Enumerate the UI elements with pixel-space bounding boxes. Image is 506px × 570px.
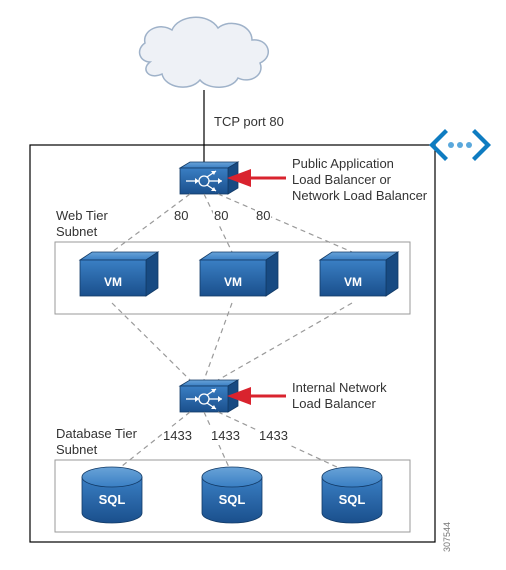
- port-1433-label-1: 1433: [162, 428, 193, 445]
- internal-lb-label-1: Internal Network: [292, 380, 387, 397]
- port-80-label-1: 80: [173, 208, 189, 225]
- sql-label: SQL: [99, 492, 126, 507]
- cloud-icon: [140, 17, 269, 87]
- public-lb-label-3: Network Load Balancer: [292, 188, 427, 205]
- db-tier-label-2: Subnet: [56, 442, 97, 459]
- sql-2: SQL: [202, 467, 262, 523]
- port-1433-label-3: 1433: [258, 428, 289, 445]
- internal-load-balancer: [180, 380, 238, 412]
- port-80-label-2: 80: [213, 208, 229, 225]
- public-load-balancer: [180, 162, 238, 194]
- vnet-icon: [429, 129, 491, 161]
- vm-label: VM: [344, 275, 362, 289]
- port-80-label-3: 80: [255, 208, 271, 225]
- internal-lb-label-2: Load Balancer: [292, 396, 376, 413]
- db-tier-label-1: Database Tier: [56, 426, 137, 443]
- port-1433-label-2: 1433: [210, 428, 241, 445]
- tcp-port-label: TCP port 80: [214, 114, 284, 131]
- vm-label: VM: [224, 275, 242, 289]
- image-number: 307544: [442, 522, 452, 552]
- web-tier-label-2: Subnet: [56, 224, 97, 241]
- links-web-to-lb2: [112, 303, 352, 380]
- vm-3: VM: [320, 252, 398, 296]
- sql-label: SQL: [339, 492, 366, 507]
- public-lb-label-2: Load Balancer or: [292, 172, 391, 189]
- web-tier-label-1: Web Tier: [56, 208, 108, 225]
- vm-label: VM: [104, 275, 122, 289]
- vm-2: VM: [200, 252, 278, 296]
- sql-1: SQL: [82, 467, 142, 523]
- diagram-canvas: VM VM VM SQL SQL SQL TCP port 80 Public …: [0, 0, 506, 570]
- vm-1: VM: [80, 252, 158, 296]
- diagram-svg: VM VM VM SQL SQL SQL: [0, 0, 506, 570]
- public-lb-label-1: Public Application: [292, 156, 394, 173]
- sql-label: SQL: [219, 492, 246, 507]
- sql-3: SQL: [322, 467, 382, 523]
